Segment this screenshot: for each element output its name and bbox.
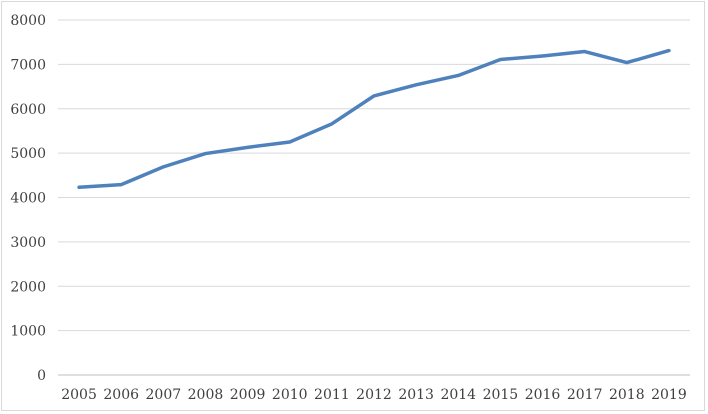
y-tick-label: 4000 [10,191,46,207]
gridlines [58,19,690,376]
x-axis-ticks: 2005 2006 2007 2008 2009 2010 2011 2012 2013 2014… [61,387,687,403]
y-tick-label: 7000 [10,57,46,73]
y-tick-label: 0 [37,368,46,384]
x-tick-label: 2018 [609,387,645,403]
x-tick-label: 2012 [356,387,392,403]
x-tick-label: 2015 [483,387,519,403]
y-tick-label: 6000 [10,102,46,118]
x-tick-label: 2005 [61,387,97,403]
x-tick-label: 2010 [272,387,308,403]
x-tick-label: 2008 [188,387,224,403]
y-tick-label: 5000 [10,146,46,162]
x-tick-label: 2009 [230,387,266,403]
y-axis-ticks: 0 1000 2000 3000 4000 5000 6000 7000 8000 [10,13,46,384]
x-tick-label: 2007 [146,387,182,403]
x-tick-label: 2013 [398,387,434,403]
x-tick-label: 2019 [651,387,687,403]
series-group [77,48,671,190]
x-tick-label: 2014 [440,387,476,403]
y-tick-label: 2000 [10,279,46,295]
y-tick-label: 3000 [10,235,46,251]
series-line [77,48,671,190]
x-tick-label: 2011 [314,387,350,403]
x-tick-label: 2006 [103,387,139,403]
y-tick-label: 8000 [10,13,46,29]
x-tick-label: 2016 [525,387,561,403]
x-tick-label: 2017 [567,387,603,403]
y-tick-label: 1000 [10,324,46,340]
